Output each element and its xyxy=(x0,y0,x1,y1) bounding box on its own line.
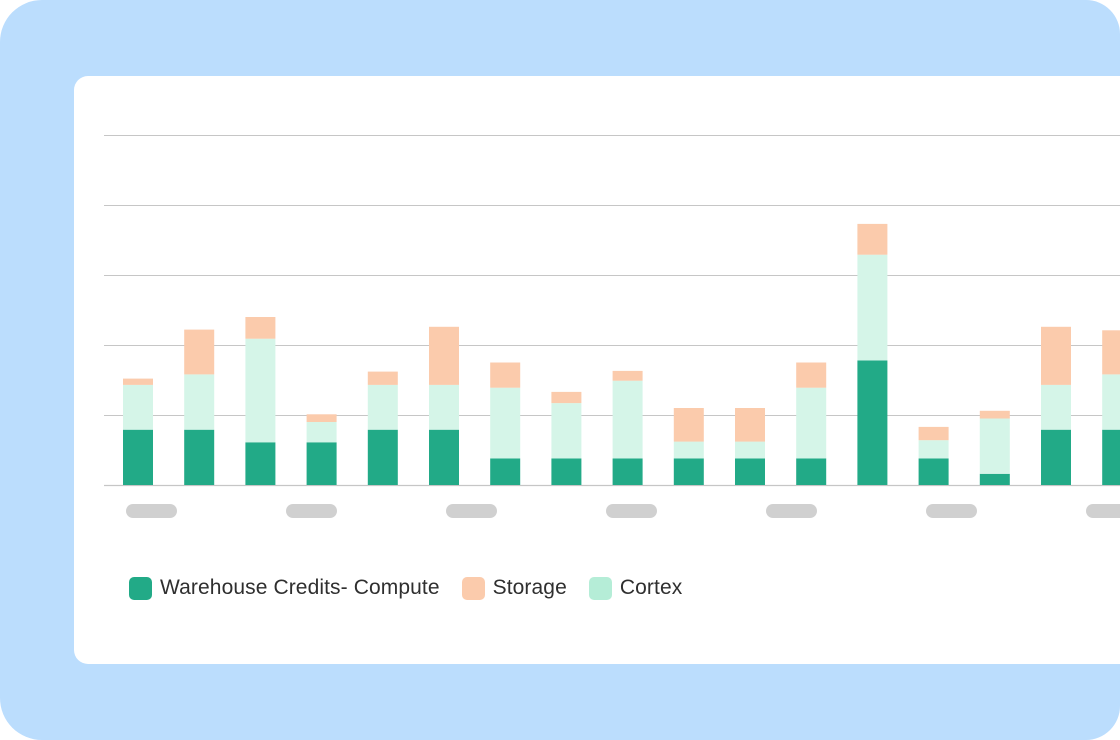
legend-label-storage: Storage xyxy=(492,576,567,599)
legend-item-cortex: Cortex xyxy=(588,576,683,600)
bar-segment-warehouse-credits-compute-11 xyxy=(796,458,827,485)
legend-item-storage: Storage xyxy=(461,576,567,600)
legend-swatch-compute xyxy=(129,576,152,600)
x-tick-label-placeholder xyxy=(926,504,977,518)
bar-segment-warehouse-credits-compute-2 xyxy=(245,442,276,485)
x-tick-label-placeholder xyxy=(126,504,177,518)
bar-segment-warehouse-credits-compute-14 xyxy=(979,473,1010,485)
bar-segment-warehouse-credits-compute-4 xyxy=(367,429,398,485)
bar-segment-cortex-10 xyxy=(735,441,765,459)
bar-segment-warehouse-credits-compute-16 xyxy=(1102,429,1120,485)
bar-segment-warehouse-credits-compute-0 xyxy=(123,429,153,485)
legend-swatch-storage xyxy=(461,576,485,600)
bar-segment-storage-7 xyxy=(551,391,582,404)
bar-segment-cortex-0 xyxy=(123,384,153,430)
bar-segment-cortex-13 xyxy=(918,440,949,459)
bar-segment-storage-15 xyxy=(1041,326,1071,385)
bar-segment-cortex-9 xyxy=(673,441,704,459)
bar-segment-storage-10 xyxy=(735,408,765,442)
bar-segment-warehouse-credits-compute-3 xyxy=(306,442,337,485)
bar-segment-cortex-8 xyxy=(612,380,643,459)
bar-segment-warehouse-credits-compute-12 xyxy=(857,360,888,485)
bar-segment-storage-12 xyxy=(857,223,888,255)
bar-segment-cortex-6 xyxy=(490,387,521,459)
bar-segment-cortex-1 xyxy=(184,374,215,430)
bar-segment-warehouse-credits-compute-5 xyxy=(429,429,459,485)
bar-segment-warehouse-credits-compute-15 xyxy=(1041,429,1071,485)
bar-segment-storage-6 xyxy=(490,362,521,388)
bar-segment-warehouse-credits-compute-6 xyxy=(490,458,521,485)
bar-segment-cortex-2 xyxy=(245,338,276,443)
x-tick-label-placeholder xyxy=(446,504,497,518)
bar-segment-warehouse-credits-compute-13 xyxy=(918,458,949,485)
bar-segment-cortex-4 xyxy=(367,384,398,430)
legend-label-compute: Warehouse Credits- Compute xyxy=(160,576,440,599)
bar-segment-warehouse-credits-compute-7 xyxy=(551,458,582,485)
bar-segment-storage-5 xyxy=(429,326,459,385)
bar-segment-cortex-7 xyxy=(551,403,582,459)
legend-item-compute: Warehouse Credits- Compute xyxy=(129,576,440,600)
chart-legend: Warehouse Credits- Compute Storage Corte… xyxy=(129,576,704,600)
bar-segment-cortex-15 xyxy=(1041,384,1071,430)
bar-segment-storage-8 xyxy=(612,370,643,381)
bars xyxy=(123,223,1120,485)
bar-segment-warehouse-credits-compute-10 xyxy=(735,458,765,485)
bar-segment-storage-16 xyxy=(1102,330,1120,375)
bar-segment-storage-9 xyxy=(673,408,704,442)
bar-segment-storage-4 xyxy=(367,371,398,385)
bar-segment-storage-0 xyxy=(123,378,153,385)
chart-card: Warehouse Credits- Compute Storage Corte… xyxy=(74,76,1120,664)
bar-segment-cortex-12 xyxy=(857,254,888,361)
bar-segment-cortex-16 xyxy=(1102,374,1120,430)
x-tick-label-placeholder xyxy=(286,504,337,518)
stacked-bar-chart xyxy=(104,135,1120,518)
legend-swatch-cortex xyxy=(588,576,612,600)
bar-segment-storage-1 xyxy=(184,329,215,375)
bar-segment-cortex-11 xyxy=(796,387,827,459)
bar-segment-cortex-3 xyxy=(306,422,337,443)
x-axis-tick-placeholders xyxy=(126,504,1120,518)
bar-segment-storage-11 xyxy=(796,362,827,388)
bar-segment-warehouse-credits-compute-8 xyxy=(612,458,643,485)
legend-label-cortex: Cortex xyxy=(619,576,683,599)
bar-segment-warehouse-credits-compute-1 xyxy=(184,429,215,485)
bar-segment-storage-2 xyxy=(245,317,276,339)
bar-segment-storage-14 xyxy=(979,410,1010,419)
bar-segment-cortex-14 xyxy=(979,418,1010,474)
bar-segment-storage-13 xyxy=(918,426,949,441)
x-tick-label-placeholder xyxy=(766,504,817,518)
bar-segment-warehouse-credits-compute-9 xyxy=(673,458,704,485)
x-tick-label-placeholder xyxy=(1086,504,1120,518)
bar-segment-cortex-5 xyxy=(429,384,459,430)
x-tick-label-placeholder xyxy=(606,504,657,518)
bar-segment-storage-3 xyxy=(306,414,337,422)
